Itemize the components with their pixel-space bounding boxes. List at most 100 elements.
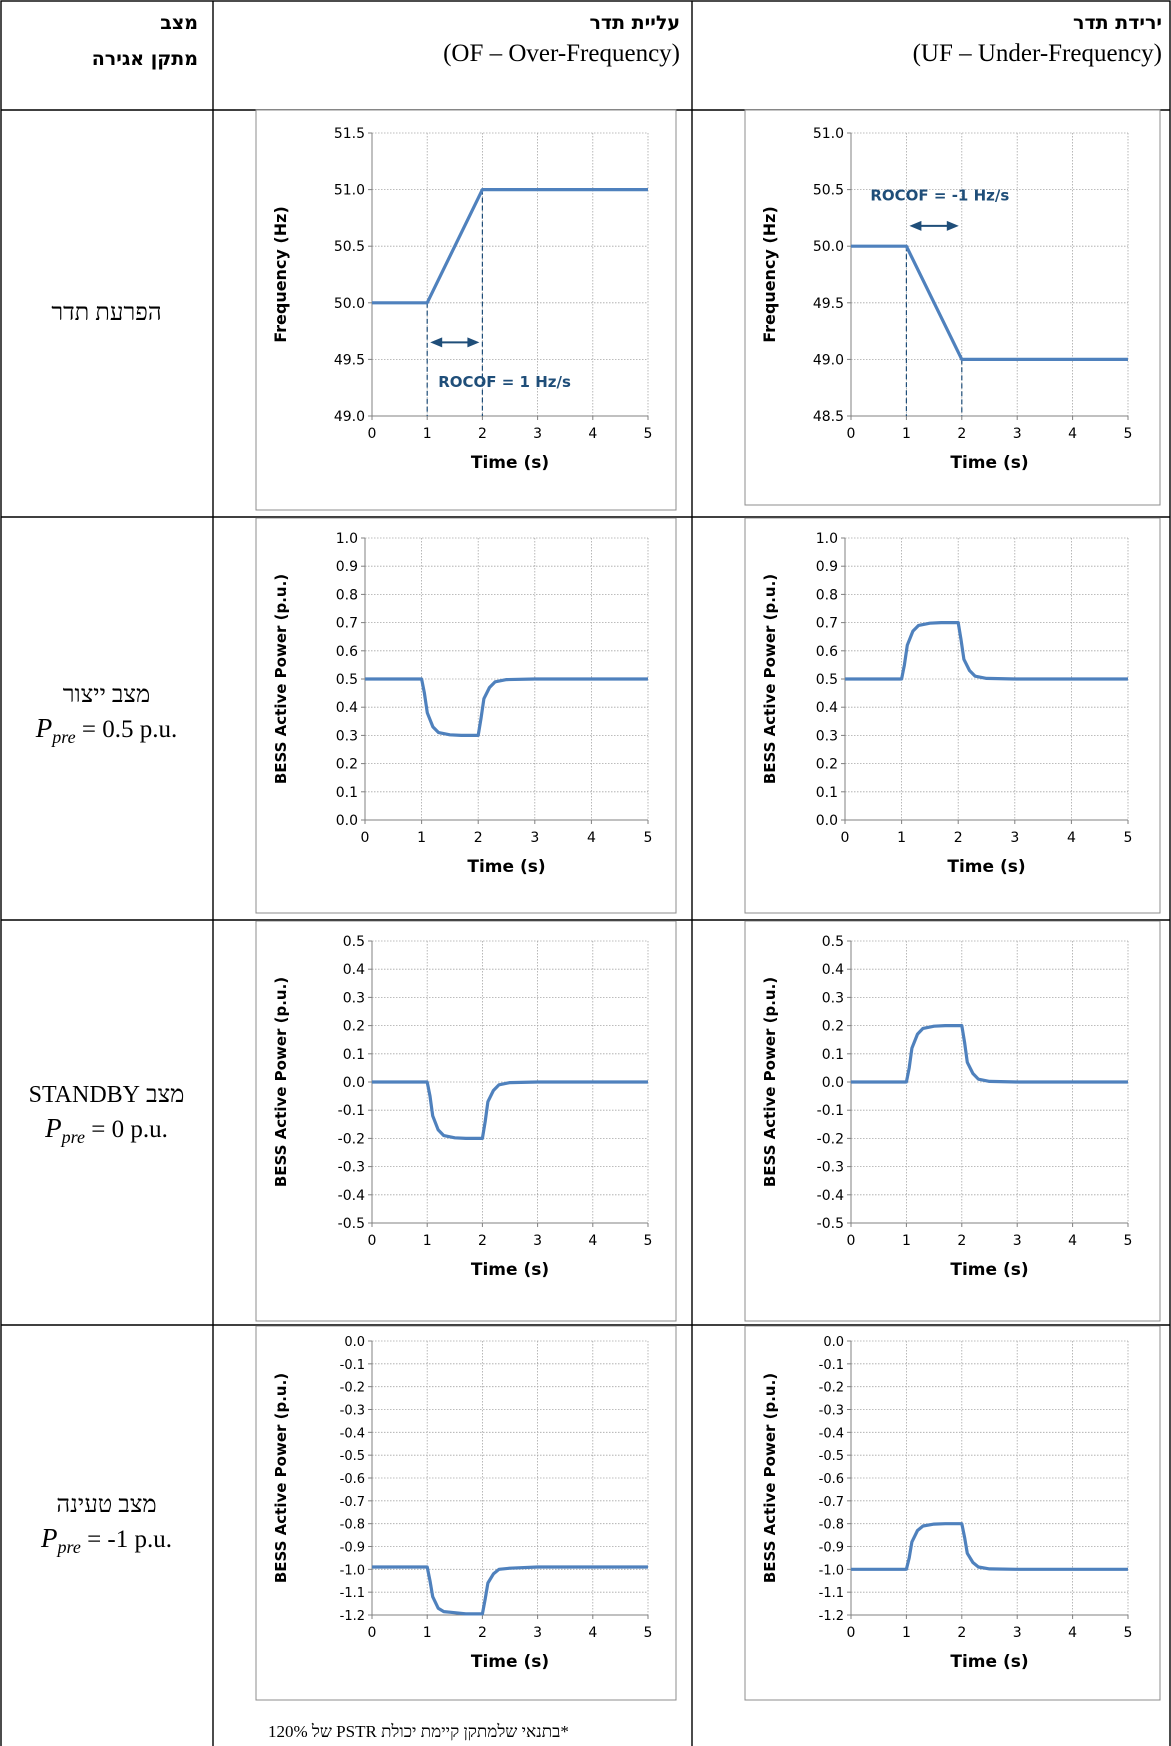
series-line [851, 244, 1128, 361]
y-tick-label: -0.6 [819, 1472, 844, 1487]
x-tick-label: 5 [1124, 830, 1133, 846]
x-tick-label: 4 [587, 830, 596, 846]
y-tick-label: -0.7 [819, 1495, 844, 1510]
rocof-label: ROCOF = -1 Hz/s [870, 186, 1009, 204]
x-tick-label: 3 [1010, 830, 1019, 846]
x-tick-label: 0 [841, 830, 850, 846]
rocof-arrow-right-head [467, 337, 480, 348]
y-tick-label: 0.3 [822, 990, 844, 1006]
y-tick-label: 0.4 [336, 700, 358, 716]
y-tick-label: 49.0 [334, 409, 365, 425]
y-tick-label: -0.2 [338, 1131, 365, 1147]
y-tick-label: -0.2 [340, 1381, 365, 1396]
state-name: מצב STANDBY [28, 1082, 185, 1108]
y-tick-label: 1.0 [336, 531, 358, 547]
y-tick-label: -0.4 [338, 1188, 365, 1204]
x-tick-label: 2 [478, 1233, 487, 1249]
x-tick-label: 1 [902, 426, 911, 442]
y-tick-label: -0.2 [819, 1381, 844, 1396]
y-tick-label: 0.1 [336, 785, 358, 801]
y-tick-label: 0.0 [336, 813, 358, 829]
y-tick-label: 0.1 [822, 1047, 844, 1063]
y-tick-label: 0.5 [822, 934, 844, 950]
x-tick-label: 2 [478, 1625, 487, 1641]
x-tick-label: 2 [474, 830, 483, 846]
ppre-value: Ppre = -1 p.u. [40, 1523, 172, 1557]
y-tick-label: -0.1 [817, 1103, 844, 1119]
y-tick-label: -0.3 [817, 1160, 844, 1176]
series-line [365, 677, 648, 738]
y-tick-label: 50.0 [334, 296, 365, 312]
y-tick-label: -0.7 [340, 1495, 365, 1510]
y-tick-label: -1.2 [819, 1609, 844, 1624]
header-underfrequency: ירידת תדר (UF – Under-Frequency) [700, 12, 1162, 68]
x-tick-label: 0 [368, 1233, 377, 1249]
row-label-charging: מצב טעינה Ppre = -1 p.u. [0, 1492, 213, 1558]
y-tick-label: 0.0 [816, 813, 838, 829]
y-tick-label: 51.0 [334, 183, 365, 199]
rocof-label: ROCOF = 1 Hz/s [438, 373, 571, 391]
chart-frame [255, 517, 677, 914]
y-tick-label: 51.5 [334, 126, 365, 142]
y-tick-label: 49.5 [813, 296, 844, 312]
y-tick-label: -0.5 [817, 1216, 844, 1232]
y-tick-label: 0.3 [343, 990, 365, 1006]
x-tick-label: 4 [588, 1233, 597, 1249]
header-of-title: עליית תדר [589, 12, 680, 34]
x-tick-label: 1 [417, 830, 426, 846]
y-tick-label: -0.5 [340, 1449, 365, 1464]
header-overfrequency: עליית תדר (OF – Over-Frequency) [220, 12, 680, 68]
y-tick-label: 0.8 [336, 587, 358, 603]
row-label-generation: מצב ייצור Ppre = 0.5 p.u. [0, 682, 213, 748]
y-axis-label: BESS Active Power (p.u.) [761, 574, 779, 784]
series-line [851, 1522, 1128, 1571]
y-tick-label: 0.3 [816, 728, 838, 744]
y-tick-label: -0.9 [340, 1541, 365, 1556]
series-line [845, 620, 1128, 681]
x-tick-label: 2 [954, 830, 963, 846]
y-tick-label: 51.0 [813, 126, 844, 142]
y-tick-label: 0.6 [336, 644, 358, 660]
y-tick-label: 49.5 [334, 352, 365, 368]
y-tick-label: 0.2 [816, 757, 838, 773]
ppre-value: Ppre = 0 p.u. [45, 1113, 168, 1147]
x-tick-label: 3 [533, 1233, 542, 1249]
header-state-line1: מצב [160, 12, 198, 34]
x-axis-label: Time (s) [471, 1260, 549, 1280]
row-label-standby: מצב STANDBY Ppre = 0 p.u. [0, 1082, 213, 1148]
y-tick-label: 0.5 [336, 672, 358, 688]
y-tick-label: -0.8 [819, 1518, 844, 1533]
chart-frame [255, 920, 677, 1322]
x-tick-label: 3 [530, 830, 539, 846]
y-tick-label: 0.6 [816, 644, 838, 660]
row-label-disturbance: הפרעת תדר [0, 300, 213, 327]
x-tick-label: 3 [1013, 1625, 1022, 1641]
y-tick-label: 0.2 [343, 1019, 365, 1035]
y-axis-label: BESS Active Power (p.u.) [761, 1373, 779, 1583]
y-axis-label: BESS Active Power (p.u.) [272, 977, 290, 1187]
chart-frame [744, 920, 1161, 1322]
y-tick-label: -0.3 [340, 1404, 365, 1419]
x-tick-label: 5 [1124, 1625, 1133, 1641]
y-tick-label: -0.4 [817, 1188, 844, 1204]
x-tick-label: 0 [368, 426, 377, 442]
y-tick-label: 1.0 [816, 531, 838, 547]
x-tick-label: 0 [361, 830, 370, 846]
y-tick-label: 0.4 [822, 962, 844, 978]
y-tick-label: -0.5 [338, 1216, 365, 1232]
y-tick-label: 0.0 [344, 1335, 365, 1350]
x-tick-label: 4 [1068, 1233, 1077, 1249]
chart-frame [744, 109, 1161, 506]
chart-frame [744, 517, 1161, 914]
y-tick-label: 0.5 [343, 934, 365, 950]
chart-frame [744, 1325, 1161, 1701]
header-of-subtitle: (OF – Over-Frequency) [443, 40, 680, 67]
x-tick-label: 1 [897, 830, 906, 846]
y-axis-label: BESS Active Power (p.u.) [272, 574, 290, 784]
y-tick-label: 0.9 [816, 559, 838, 575]
